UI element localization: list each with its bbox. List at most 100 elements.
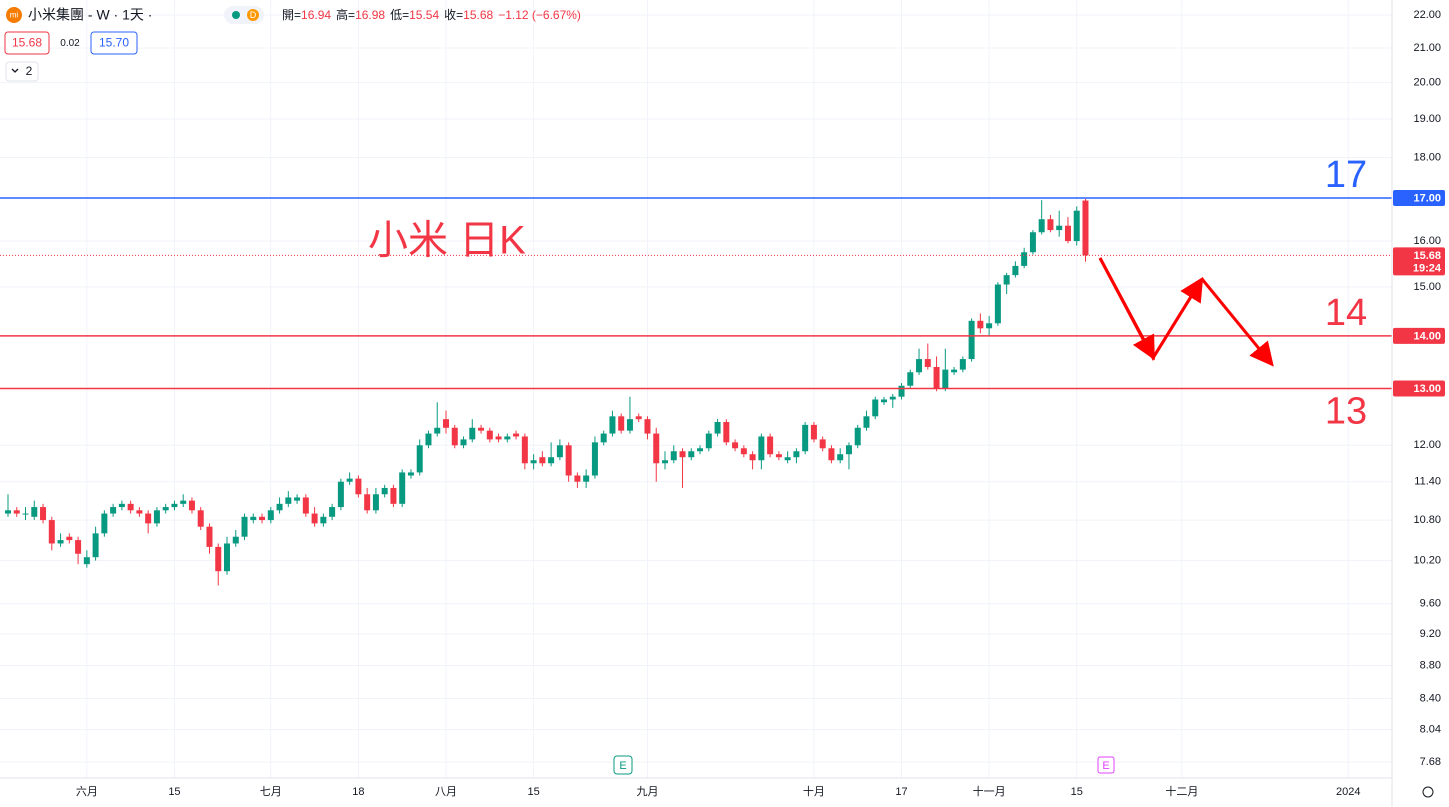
y-tick-label: 9.60 (1420, 598, 1441, 610)
candle-body (513, 433, 520, 437)
candle-body (758, 436, 765, 461)
candle-body (565, 445, 572, 476)
candle-body (162, 507, 169, 511)
earnings-label[interactable]: E (619, 760, 626, 772)
x-tick-label: 2024 (1336, 786, 1360, 798)
candle-body (924, 359, 931, 367)
candle-body (22, 513, 29, 515)
candle-body (810, 424, 817, 440)
candle-body (241, 516, 248, 537)
candle-body (267, 510, 274, 521)
y-tick-label: 18.00 (1413, 151, 1441, 163)
candle-body (180, 500, 187, 504)
candle-body (749, 454, 756, 461)
candle-body (819, 439, 826, 449)
candle-body (521, 436, 528, 464)
indicator-count[interactable]: 2 (26, 64, 33, 78)
candle-body (933, 366, 940, 389)
candle-body (653, 433, 660, 464)
level-price-box (1393, 327, 1445, 344)
x-tick-label: 十月 (803, 784, 825, 798)
earnings-label[interactable]: E (1102, 760, 1109, 772)
x-tick-label: 15 (527, 786, 539, 798)
buy-price[interactable]: 15.70 (99, 36, 129, 50)
candle-body (329, 507, 336, 517)
market-dot (232, 11, 240, 19)
candle-body (425, 433, 432, 446)
earnings-marker[interactable] (1097, 756, 1115, 774)
y-tick-label: 19.00 (1413, 113, 1441, 125)
candle-body (390, 487, 397, 504)
candle-body (5, 510, 11, 514)
candle-body (556, 445, 563, 458)
candle-body (40, 507, 47, 521)
candle-body (495, 436, 502, 440)
candle-body (31, 507, 38, 517)
logo-text: mi (10, 11, 19, 20)
candle-body (153, 510, 160, 524)
y-tick-label: 15.00 (1413, 281, 1441, 293)
candle-body (740, 448, 747, 455)
candle-body (399, 472, 406, 504)
x-tick-label: 九月 (636, 785, 658, 798)
candle-body (609, 416, 616, 434)
candle-body (407, 472, 414, 476)
quote-label: 開= (282, 8, 301, 22)
y-tick-label: 10.80 (1413, 514, 1441, 526)
candle-body (994, 284, 1001, 324)
badge-dot (247, 9, 259, 21)
candle-body (83, 557, 90, 565)
settings-icon[interactable] (1422, 786, 1434, 798)
candle-body (618, 416, 625, 431)
forecast-arrow-down (1098, 257, 1155, 361)
sell-button[interactable] (4, 31, 50, 55)
quote-change: −1.12 (−6.67%) (498, 8, 581, 22)
candle-body (626, 419, 633, 431)
symbol[interactable]: 小米集團 - W · 1天 · (28, 7, 152, 23)
forecast-arrow-down (1200, 278, 1274, 367)
earnings-marker[interactable] (613, 755, 633, 775)
y-tick-label: 12.00 (1413, 439, 1441, 451)
candle-body (837, 454, 844, 461)
candle-body (443, 419, 449, 428)
x-tick-label: 十二月 (1165, 784, 1198, 798)
quote-label: 低= (390, 8, 409, 22)
candle-body (469, 427, 476, 440)
candle-body (250, 516, 257, 521)
candle-body (959, 359, 966, 370)
indicator-toggle[interactable] (5, 61, 39, 82)
candle-body (591, 442, 598, 476)
level-annotation: 14 (1325, 292, 1367, 334)
candle-body (188, 500, 195, 511)
candle-body (145, 513, 152, 524)
candle-body (775, 454, 782, 458)
candle-body (460, 439, 467, 446)
candle-body (346, 478, 353, 482)
y-tick-label: 8.80 (1420, 659, 1441, 671)
x-tick-label: 15 (168, 786, 180, 798)
y-tick-label: 7.68 (1420, 756, 1441, 768)
level-price-box (1393, 190, 1445, 207)
candle-body (110, 507, 117, 514)
candle-body (600, 433, 607, 443)
y-tick-label: 20.00 (1413, 77, 1441, 89)
sell-price[interactable]: 15.68 (12, 36, 42, 50)
x-tick-label: 八月 (435, 786, 457, 798)
candle-body (889, 396, 896, 400)
level-price-box (1393, 380, 1445, 397)
x-tick-label: 六月 (76, 785, 98, 798)
logo (6, 7, 22, 23)
y-tick-label: 11.40 (1414, 476, 1441, 488)
candle-body (530, 460, 537, 464)
quote: 開= 16.94 高= 16.98 低= 15.54 收= 15.68 −1.12 (−6.67… (282, 7, 581, 22)
buy-button[interactable] (90, 31, 138, 55)
candle-body (662, 460, 668, 464)
last-price-label: 15.68 (1413, 250, 1441, 262)
candle-body (1082, 200, 1089, 256)
candle-body (1012, 265, 1019, 276)
candle-body (66, 536, 73, 541)
candle-body (863, 416, 870, 428)
level-price-label: 14.00 (1413, 330, 1441, 342)
candle-body (1021, 252, 1028, 266)
candle-body (854, 427, 861, 446)
